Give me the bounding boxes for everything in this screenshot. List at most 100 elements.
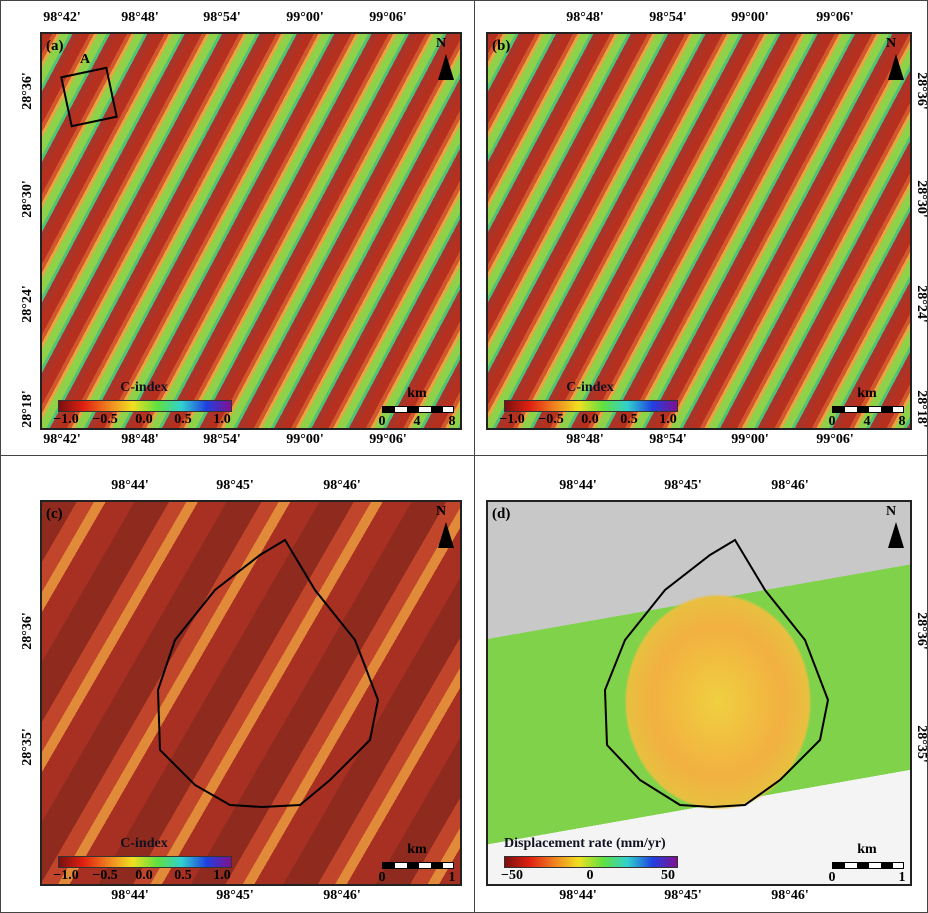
panel-label: (c) bbox=[46, 506, 63, 523]
lat-tick-label: 28°36' bbox=[913, 63, 928, 119]
lat-tick-label: 28°18' bbox=[913, 381, 928, 437]
lon-tick-label: 98°54' bbox=[194, 10, 250, 26]
map-image bbox=[486, 500, 912, 886]
colorbar-title: C-index bbox=[504, 380, 676, 396]
colorbar-tick-label: 0.0 bbox=[570, 412, 610, 428]
lon-tick-label: 98°45' bbox=[207, 478, 263, 494]
lon-tick-label: 99°00' bbox=[277, 432, 333, 448]
lat-tick-label: 28°36' bbox=[20, 603, 36, 659]
scalebar-tick-label: 0 bbox=[822, 414, 842, 430]
scalebar bbox=[382, 406, 454, 413]
lon-tick-label: 99°06' bbox=[360, 10, 416, 26]
lon-tick-label: 98°45' bbox=[655, 478, 711, 494]
scalebar-unit: km bbox=[832, 842, 902, 858]
divider bbox=[474, 0, 475, 913]
scalebar-tick-label: 0 bbox=[372, 870, 392, 886]
colorbar-tick-label: −0.5 bbox=[531, 412, 571, 428]
scalebar-unit: km bbox=[382, 386, 452, 402]
lon-tick-label: 99°06' bbox=[807, 432, 863, 448]
colorbar-tick-label: 0 bbox=[570, 868, 610, 884]
lon-tick-label: 98°44' bbox=[550, 478, 606, 494]
lat-tick-label: 28°30' bbox=[913, 171, 928, 227]
scalebar-tick-label: 1 bbox=[892, 870, 912, 886]
lon-tick-label: 99°00' bbox=[722, 432, 778, 448]
colorbar-tick-label: 50 bbox=[648, 868, 688, 884]
lon-tick-label: 98°42' bbox=[34, 432, 90, 448]
colorbar-tick-label: 0.5 bbox=[163, 868, 203, 884]
colorbar bbox=[504, 856, 678, 868]
north-arrow: N bbox=[436, 504, 446, 520]
colorbar-tick-label: −1.0 bbox=[46, 868, 86, 884]
lat-tick-label: 28°30' bbox=[20, 171, 36, 227]
lon-tick-label: 98°46' bbox=[762, 478, 818, 494]
lon-tick-label: 98°44' bbox=[102, 888, 158, 904]
scalebar bbox=[832, 406, 904, 413]
colorbar-tick-label: 1.0 bbox=[648, 412, 688, 428]
colorbar bbox=[58, 400, 232, 412]
lon-tick-label: 98°45' bbox=[655, 888, 711, 904]
colorbar-title: C-index bbox=[58, 380, 230, 396]
colorbar-tick-label: 1.0 bbox=[202, 868, 242, 884]
lon-tick-label: 98°46' bbox=[314, 478, 370, 494]
lon-tick-label: 98°42' bbox=[34, 10, 90, 26]
colorbar-title: Displacement rate (mm/yr) bbox=[504, 836, 754, 852]
scalebar-tick-label: 8 bbox=[442, 414, 462, 430]
lon-tick-label: 98°45' bbox=[207, 888, 263, 904]
lon-tick-label: 99°00' bbox=[277, 10, 333, 26]
map-image bbox=[40, 500, 462, 886]
scalebar-tick-label: 4 bbox=[857, 414, 877, 430]
lon-tick-label: 98°54' bbox=[640, 432, 696, 448]
lon-tick-label: 98°54' bbox=[640, 10, 696, 26]
lon-tick-label: 98°46' bbox=[314, 888, 370, 904]
lon-tick-label: 98°48' bbox=[557, 432, 613, 448]
colorbar-tick-label: 0.5 bbox=[609, 412, 649, 428]
lon-tick-label: 98°48' bbox=[112, 10, 168, 26]
lat-tick-label: 28°36' bbox=[20, 63, 36, 119]
lon-tick-label: 98°46' bbox=[762, 888, 818, 904]
scalebar bbox=[832, 862, 904, 869]
colorbar-tick-label: 0.0 bbox=[124, 412, 164, 428]
north-arrow: N bbox=[886, 36, 896, 52]
colorbar-title: C-index bbox=[58, 836, 230, 852]
scalebar bbox=[382, 862, 454, 869]
north-arrow: N bbox=[436, 36, 446, 52]
north-arrow-icon bbox=[438, 522, 454, 548]
lon-tick-label: 98°54' bbox=[194, 432, 250, 448]
colorbar-tick-label: −0.5 bbox=[85, 412, 125, 428]
colorbar-tick-label: −0.5 bbox=[85, 868, 125, 884]
figure: (a) N A 98°42' 98°48' 98°54' 99°00' 99°06' 98°42… bbox=[0, 0, 928, 913]
panel-label: (a) bbox=[46, 38, 64, 55]
lon-tick-label: 98°48' bbox=[557, 10, 613, 26]
north-arrow-icon bbox=[888, 54, 904, 80]
scalebar-tick-label: 8 bbox=[892, 414, 912, 430]
colorbar-tick-label: −50 bbox=[492, 868, 532, 884]
scalebar-tick-label: 1 bbox=[442, 870, 462, 886]
colorbar bbox=[504, 400, 678, 412]
north-arrow-icon bbox=[438, 54, 454, 80]
lat-tick-label: 28°35' bbox=[20, 719, 36, 775]
map-image bbox=[40, 32, 462, 430]
lon-tick-label: 98°48' bbox=[112, 432, 168, 448]
divider bbox=[0, 455, 928, 456]
colorbar-tick-label: −1.0 bbox=[46, 412, 86, 428]
lon-tick-label: 98°44' bbox=[102, 478, 158, 494]
colorbar-tick-label: 0.0 bbox=[124, 868, 164, 884]
lat-tick-label: 28°35' bbox=[913, 716, 928, 772]
north-arrow-icon bbox=[888, 522, 904, 548]
scalebar-tick-label: 4 bbox=[407, 414, 427, 430]
panel-label: (b) bbox=[492, 38, 510, 55]
lon-tick-label: 99°06' bbox=[360, 432, 416, 448]
scalebar-unit: km bbox=[832, 386, 902, 402]
colorbar bbox=[58, 856, 232, 868]
colorbar-tick-label: 1.0 bbox=[202, 412, 242, 428]
lat-tick-label: 28°36' bbox=[913, 603, 928, 659]
map-image bbox=[486, 32, 912, 430]
lat-tick-label: 28°24' bbox=[20, 276, 36, 332]
scalebar-tick-label: 0 bbox=[372, 414, 392, 430]
panel-label: (d) bbox=[492, 506, 510, 523]
scalebar-unit: km bbox=[382, 842, 452, 858]
box-label: A bbox=[80, 52, 90, 68]
lat-tick-label: 28°24' bbox=[913, 276, 928, 332]
north-arrow: N bbox=[886, 504, 896, 520]
scalebar-tick-label: 0 bbox=[822, 870, 842, 886]
